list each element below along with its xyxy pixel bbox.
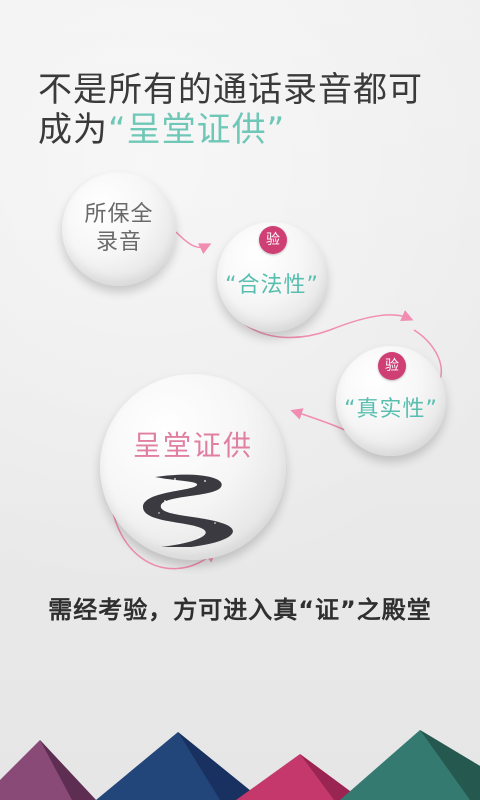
step-label-line2: 录音: [95, 230, 142, 255]
headline-line2-prefix: 成为: [38, 110, 108, 150]
headline-line2: 成为“呈堂证供”: [38, 110, 458, 150]
step-label-authenticity: “真实性”: [344, 397, 438, 422]
headline: 不是所有的通话录音都可 成为“呈堂证供”: [38, 70, 458, 150]
step-label-line1: 所保全: [84, 202, 154, 227]
step-label: 所保全 录音: [84, 201, 153, 257]
final-circle-evidence: 呈堂证供: [100, 374, 286, 560]
step-circle-authenticity: 验 “真实性”: [336, 346, 446, 456]
step-label-legality: “合法性”: [225, 273, 319, 298]
final-title: 呈堂证供: [132, 429, 253, 462]
step-circle-recording: 所保全 录音: [62, 172, 176, 286]
verify-badge: 验: [378, 352, 406, 380]
headline-line1: 不是所有的通话录音都可: [38, 70, 423, 110]
winding-road-icon: [143, 474, 233, 547]
step-circle-legality: 验 “合法性”: [217, 222, 327, 332]
curved-arrow-icon: [175, 231, 212, 255]
mountain-footer: [0, 730, 480, 800]
caption-text: 需经考验，方可进入真“证”之殿堂: [48, 596, 432, 624]
headline-highlight: “呈堂证供”: [108, 110, 286, 150]
verify-badge: 验: [259, 226, 287, 254]
